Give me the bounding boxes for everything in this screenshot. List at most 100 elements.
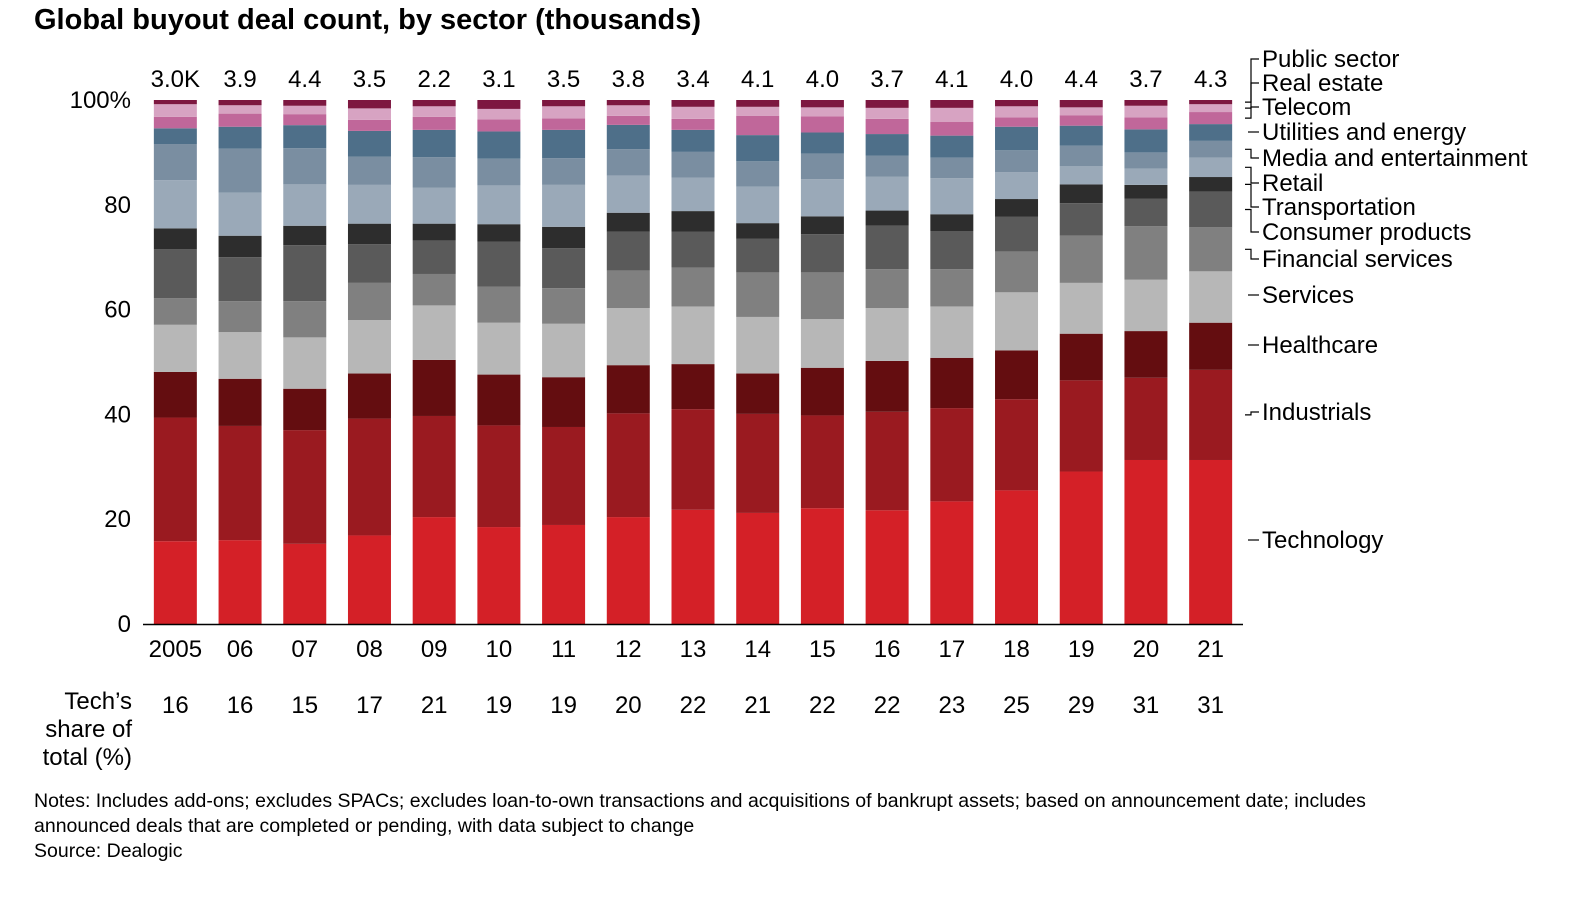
bar-segment (153, 371, 197, 418)
bar-segment (412, 359, 456, 416)
legend-label: Financial services (1262, 246, 1453, 273)
tech-share-label-line: total (%) (42, 744, 132, 771)
bar-segment (477, 185, 521, 225)
bar-segment (800, 508, 844, 624)
bar-segment (800, 132, 844, 154)
legend-leader-line (1245, 248, 1259, 260)
source-line: Source: Dealogic (34, 840, 183, 862)
bar-segment (1189, 112, 1233, 125)
bar-segment (671, 106, 715, 119)
bar-segment (865, 134, 909, 156)
bar-segment (283, 388, 327, 431)
bar-segment (283, 184, 327, 226)
bar-segment (995, 199, 1039, 217)
bar-segment (1059, 107, 1103, 116)
bar-segment (153, 249, 197, 299)
total-count-label: 3.0K (151, 66, 200, 93)
legend-leader-line (1245, 208, 1259, 233)
total-count-label: 4.3 (1194, 66, 1227, 93)
bar-segment (865, 225, 909, 270)
bar-segment (542, 129, 586, 159)
bar-segment (671, 177, 715, 212)
bar-segment (283, 225, 327, 246)
bar-segment (930, 357, 974, 409)
bar-segment (995, 399, 1039, 491)
bar-segment (412, 415, 456, 518)
bar-segment (930, 178, 974, 215)
bar-segment (218, 257, 262, 302)
bar-segment (1059, 380, 1103, 472)
x-tick-label: 12 (615, 636, 642, 663)
bar-segment (1124, 198, 1168, 227)
bar-segment (477, 108, 521, 120)
bar-segment (347, 373, 391, 419)
tech-share-value: 16 (162, 692, 189, 719)
bar-segment (218, 105, 262, 114)
bar-segment (153, 180, 197, 229)
bar-segment (218, 100, 262, 106)
bar-segment (800, 415, 844, 509)
bar-segment (606, 231, 650, 271)
tech-share-value: 15 (291, 692, 318, 719)
x-tick-label: 20 (1133, 636, 1160, 663)
bar-segment (930, 157, 974, 179)
bar-segment (995, 150, 1039, 173)
bar-segment (153, 128, 197, 145)
legend-leader-line (1245, 411, 1259, 416)
bar-segment (1189, 100, 1233, 105)
bar-segment (800, 153, 844, 180)
legend-label: Telecom (1262, 94, 1351, 121)
bar-segment (477, 100, 521, 109)
bar-segment (542, 100, 586, 107)
bar-segment (283, 100, 327, 106)
bar-segment (736, 272, 780, 317)
bar-segment (412, 305, 456, 360)
bar-segment (477, 374, 521, 426)
bar-segment (347, 320, 391, 374)
bar-segment (542, 226, 586, 249)
bar-segment (1124, 152, 1168, 169)
total-count-label: 3.8 (612, 66, 645, 93)
bar-segment (800, 216, 844, 235)
bar-segment (995, 172, 1039, 200)
bar-segment (865, 269, 909, 309)
bar-segment (995, 126, 1039, 151)
bar-segment (1124, 129, 1168, 153)
bar-segment (930, 408, 974, 502)
bar-segment (1059, 282, 1103, 334)
bar-segment (1059, 145, 1103, 167)
notes-line: Notes: Includes add-ons; excludes SPACs;… (34, 790, 1366, 812)
bar-segment (865, 107, 909, 119)
bar-segment (153, 541, 197, 624)
bar-segment (347, 184, 391, 224)
bar-segment (865, 210, 909, 226)
bar-segment (1189, 177, 1233, 192)
bar-segment (347, 119, 391, 131)
bar-segment (218, 540, 262, 624)
bar-segment (153, 144, 197, 181)
bar-segment (347, 156, 391, 185)
bar-segment (995, 350, 1039, 400)
bar-segment (283, 337, 327, 389)
x-tick-label: 14 (744, 636, 771, 663)
bar-segment (477, 527, 521, 624)
bar-segment (736, 161, 780, 187)
bar-segment (218, 301, 262, 333)
x-tick-label: 18 (1003, 636, 1030, 663)
total-count-label: 3.4 (676, 66, 709, 93)
bar-segment (477, 119, 521, 132)
bar-segment (477, 241, 521, 287)
bar-segment (606, 100, 650, 106)
bar-segment (542, 184, 586, 227)
legend-label: Transportation (1262, 194, 1416, 221)
bar-segment (153, 100, 197, 105)
bar-segment (347, 223, 391, 245)
bar-segment (736, 512, 780, 624)
x-tick-label: 16 (874, 636, 901, 663)
legend-label: Industrials (1262, 399, 1371, 426)
bar-segment (412, 273, 456, 306)
bar-segment (671, 129, 715, 152)
legend-label: Real estate (1262, 70, 1383, 97)
